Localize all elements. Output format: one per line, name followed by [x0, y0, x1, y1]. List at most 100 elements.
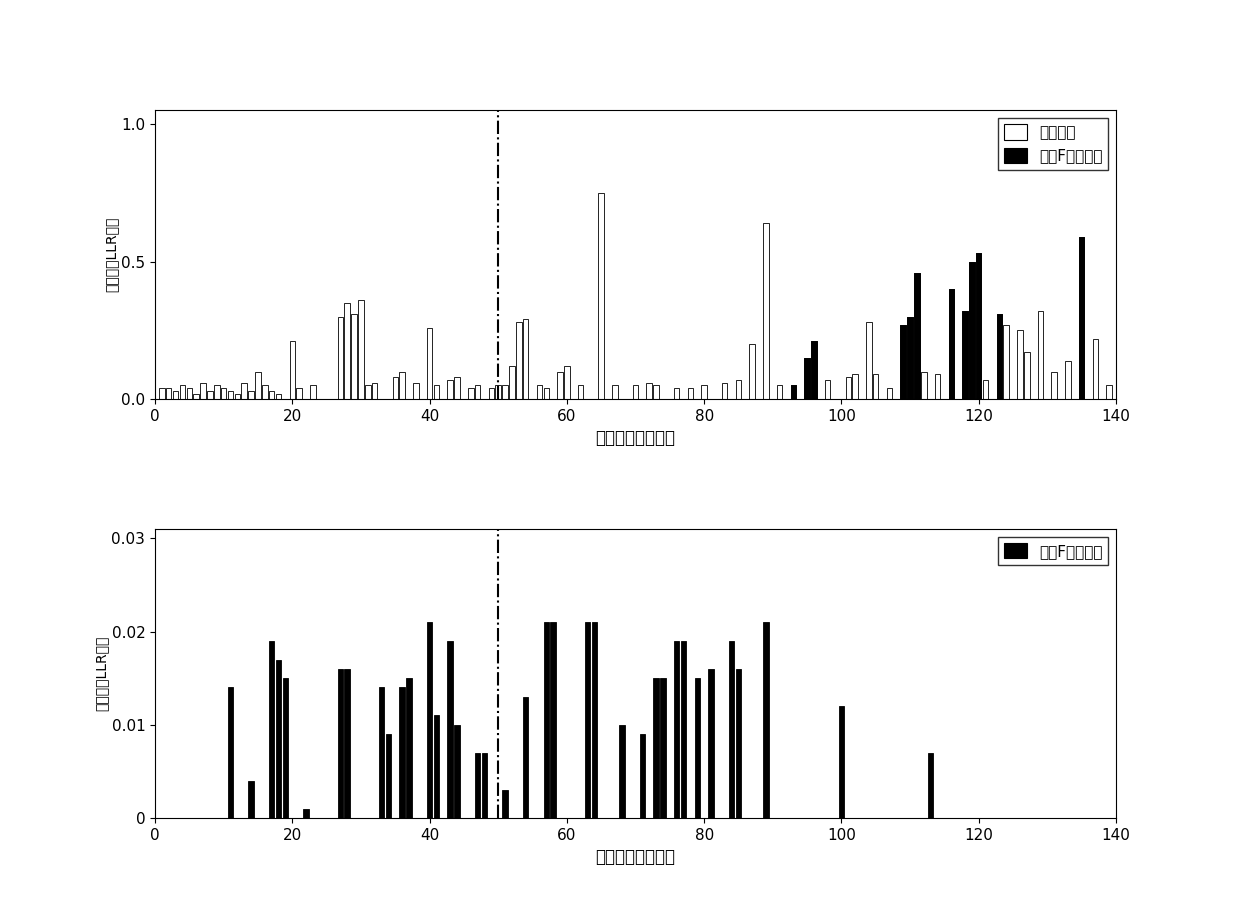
Bar: [887, 388, 893, 399]
Bar: [337, 316, 343, 399]
Bar: [289, 341, 295, 399]
Bar: [523, 697, 528, 818]
Bar: [675, 641, 680, 818]
Bar: [510, 366, 515, 399]
Bar: [186, 388, 192, 399]
Bar: [763, 622, 769, 818]
Bar: [502, 385, 508, 399]
Bar: [201, 382, 206, 399]
Bar: [976, 254, 981, 399]
Bar: [248, 391, 254, 399]
Bar: [427, 622, 433, 818]
Bar: [997, 313, 1002, 399]
Bar: [269, 641, 274, 818]
Bar: [310, 385, 316, 399]
Bar: [255, 371, 260, 399]
Bar: [908, 316, 913, 399]
Bar: [1092, 338, 1099, 399]
Bar: [949, 289, 954, 399]
Bar: [372, 382, 377, 399]
Bar: [242, 382, 247, 399]
Bar: [1017, 330, 1023, 399]
Bar: [777, 385, 782, 399]
Bar: [475, 753, 480, 818]
Bar: [454, 377, 460, 399]
Bar: [234, 393, 241, 399]
Bar: [653, 678, 658, 818]
Bar: [1079, 237, 1085, 399]
Bar: [454, 725, 460, 818]
Bar: [735, 380, 742, 399]
Bar: [193, 393, 198, 399]
Bar: [448, 641, 453, 818]
Bar: [1106, 385, 1112, 399]
Bar: [269, 391, 274, 399]
Bar: [496, 385, 501, 399]
X-axis label: 信息比特信道索引: 信息比特信道索引: [595, 848, 676, 867]
Bar: [365, 385, 371, 399]
Bar: [599, 193, 604, 399]
Bar: [866, 322, 872, 399]
Bar: [434, 715, 439, 818]
Legend: 集合F中的比特: 集合F中的比特: [997, 537, 1109, 565]
Bar: [475, 385, 480, 399]
Legend: 信息比特, 集合F中的比特: 信息比特, 集合F中的比特: [997, 118, 1109, 170]
Bar: [702, 385, 707, 399]
Bar: [159, 388, 165, 399]
Bar: [275, 393, 281, 399]
Bar: [997, 313, 1002, 399]
Bar: [681, 641, 686, 818]
Bar: [413, 382, 419, 399]
Bar: [228, 687, 233, 818]
Bar: [275, 660, 281, 818]
Bar: [172, 391, 179, 399]
Bar: [516, 322, 522, 399]
Bar: [248, 780, 254, 818]
Bar: [1065, 360, 1070, 399]
Bar: [976, 254, 981, 399]
Bar: [722, 382, 728, 399]
Bar: [811, 341, 817, 399]
Bar: [632, 385, 639, 399]
Bar: [337, 669, 343, 818]
Bar: [1003, 324, 1009, 399]
Bar: [735, 669, 742, 818]
Bar: [207, 391, 213, 399]
Bar: [296, 388, 301, 399]
Bar: [970, 262, 975, 399]
Bar: [427, 327, 433, 399]
Bar: [729, 641, 734, 818]
Bar: [805, 357, 810, 399]
Bar: [928, 753, 934, 818]
Bar: [228, 391, 233, 399]
Bar: [660, 678, 666, 818]
Bar: [825, 380, 831, 399]
Bar: [1038, 312, 1043, 399]
Bar: [935, 374, 940, 399]
Bar: [653, 385, 658, 399]
Bar: [1079, 237, 1085, 399]
Bar: [949, 289, 954, 399]
Bar: [345, 669, 350, 818]
Bar: [393, 377, 398, 399]
Bar: [962, 312, 967, 399]
Bar: [537, 385, 542, 399]
Bar: [386, 734, 391, 818]
Bar: [481, 753, 487, 818]
Bar: [805, 357, 810, 399]
Bar: [523, 319, 528, 399]
Bar: [1024, 352, 1029, 399]
Bar: [378, 687, 384, 818]
Bar: [591, 622, 598, 818]
Bar: [448, 380, 453, 399]
Bar: [749, 344, 755, 399]
Bar: [489, 388, 494, 399]
Bar: [180, 385, 185, 399]
Bar: [345, 303, 350, 399]
Bar: [846, 377, 851, 399]
Bar: [675, 388, 680, 399]
Bar: [791, 385, 796, 399]
Bar: [467, 388, 474, 399]
Bar: [983, 380, 988, 399]
Bar: [543, 622, 549, 818]
